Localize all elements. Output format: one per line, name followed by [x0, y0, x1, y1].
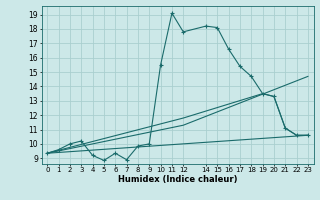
X-axis label: Humidex (Indice chaleur): Humidex (Indice chaleur): [118, 175, 237, 184]
